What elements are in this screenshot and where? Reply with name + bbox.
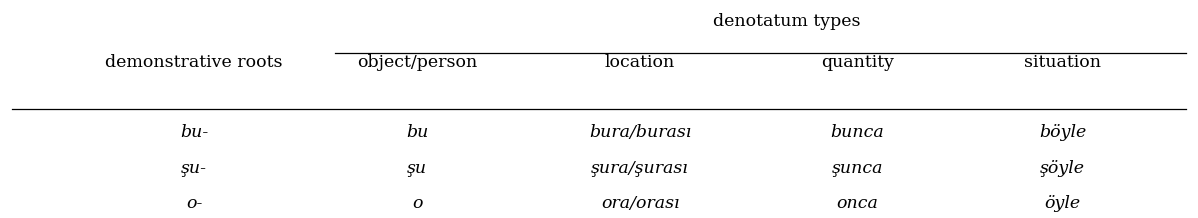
Text: şöyle: şöyle [1040, 160, 1085, 177]
Text: şu-: şu- [181, 160, 207, 177]
Text: demonstrative roots: demonstrative roots [105, 54, 283, 71]
Text: öyle: öyle [1045, 194, 1081, 211]
Text: o: o [412, 194, 422, 211]
Text: situation: situation [1024, 54, 1101, 71]
Text: object/person: object/person [357, 54, 477, 71]
Text: onca: onca [836, 194, 878, 211]
Text: quantity: quantity [821, 54, 894, 71]
Text: şura/şurası: şura/şurası [592, 160, 689, 177]
Text: denotatum types: denotatum types [713, 13, 860, 30]
Text: bura/burası: bura/burası [589, 124, 691, 141]
Text: şu: şu [407, 160, 426, 177]
Text: böyle: böyle [1039, 124, 1087, 141]
Text: location: location [605, 54, 676, 71]
Text: o-: o- [186, 194, 202, 211]
Text: bu-: bu- [180, 124, 208, 141]
Text: ora/orası: ora/orası [601, 194, 679, 211]
Text: şunca: şunca [831, 160, 883, 177]
Text: bu: bu [406, 124, 428, 141]
Text: bunca: bunca [830, 124, 884, 141]
